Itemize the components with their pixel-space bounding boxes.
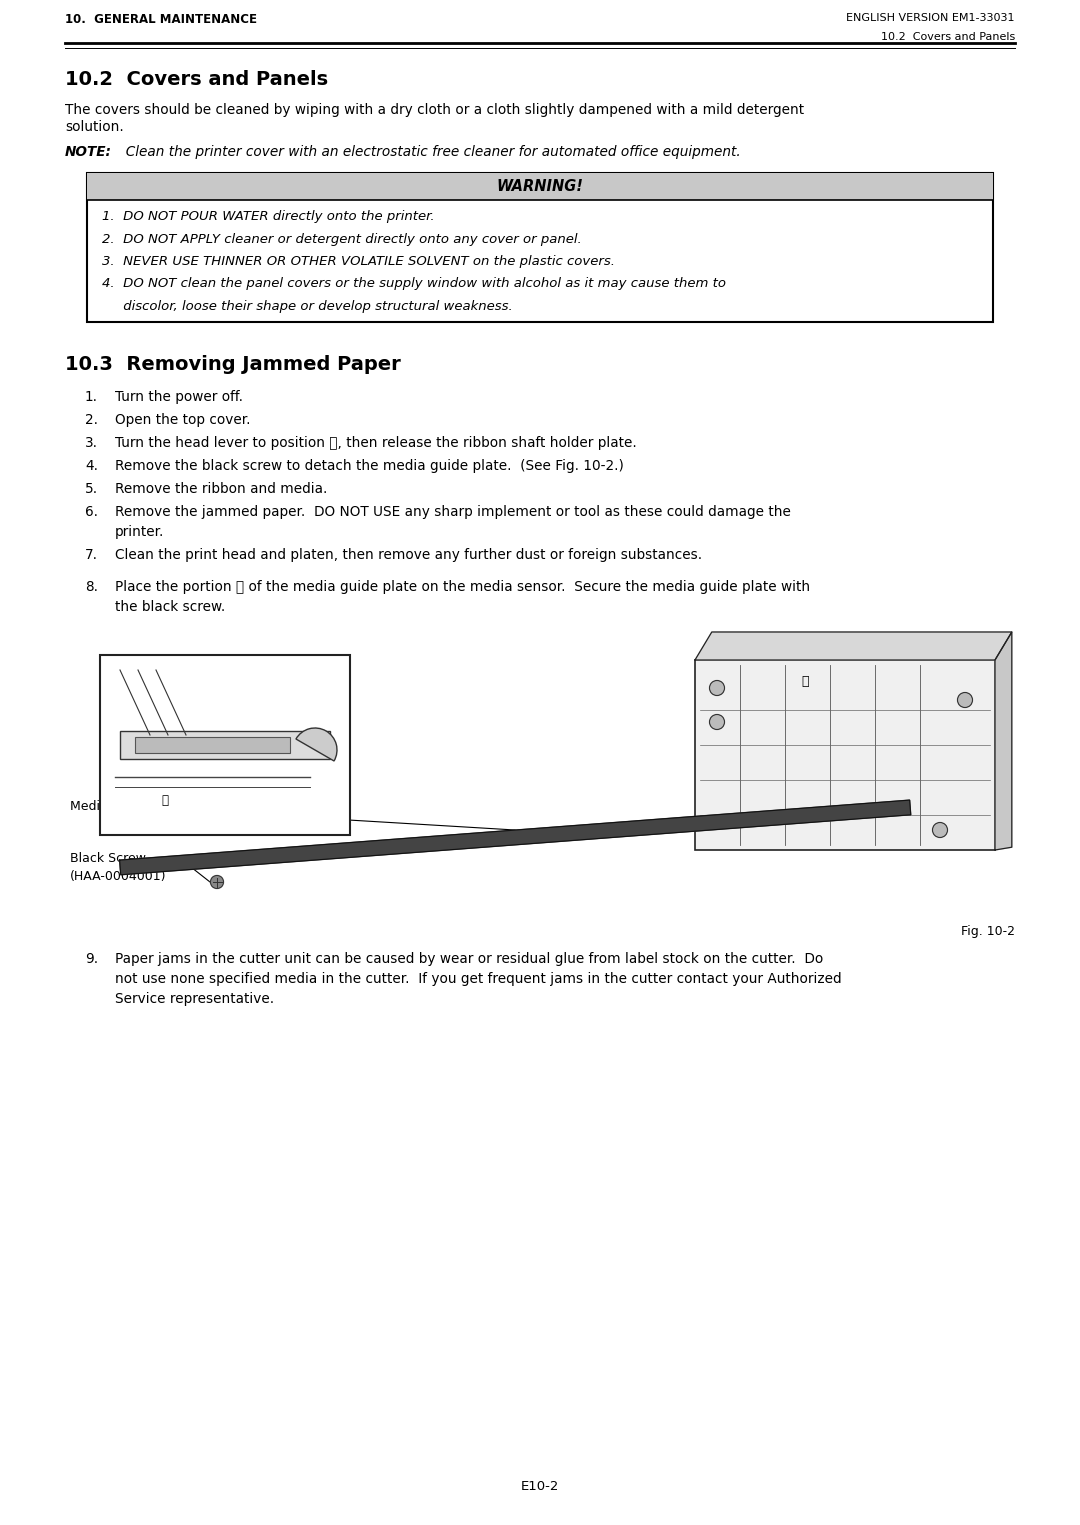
Text: Clean the print head and platen, then remove any further dust or foreign substan: Clean the print head and platen, then re…: [114, 547, 702, 563]
Text: 1.: 1.: [85, 390, 98, 404]
Text: 10.3  Removing Jammed Paper: 10.3 Removing Jammed Paper: [65, 355, 401, 374]
Bar: [696, 660, 995, 849]
Text: 10.2  Covers and Panels: 10.2 Covers and Panels: [65, 70, 328, 88]
Text: not use none specified media in the cutter.  If you get frequent jams in the cut: not use none specified media in the cutt…: [114, 971, 841, 987]
Text: Turn the head lever to position ⓢ, then release the ribbon shaft holder plate.: Turn the head lever to position ⓢ, then …: [114, 436, 637, 450]
Text: the black screw.: the black screw.: [114, 599, 226, 615]
Wedge shape: [296, 727, 337, 761]
Text: 1.  DO NOT POUR WATER directly onto the printer.: 1. DO NOT POUR WATER directly onto the p…: [102, 210, 434, 223]
Polygon shape: [995, 631, 1012, 849]
Text: Remove the black screw to detach the media guide plate.  (See Fig. 10-2.): Remove the black screw to detach the med…: [114, 459, 624, 473]
Bar: [87, 172, 993, 322]
Text: 8.: 8.: [85, 580, 98, 595]
Circle shape: [710, 715, 725, 729]
Bar: [87, 172, 993, 200]
Text: discolor, loose their shape or develop structural weakness.: discolor, loose their shape or develop s…: [102, 300, 513, 313]
Text: Clean the printer cover with an electrostatic free cleaner for automated office : Clean the printer cover with an electros…: [117, 145, 741, 159]
Text: Service representative.: Service representative.: [114, 991, 274, 1006]
Text: 2.  DO NOT APPLY cleaner or detergent directly onto any cover or panel.: 2. DO NOT APPLY cleaner or detergent dir…: [102, 232, 582, 246]
Text: Open the top cover.: Open the top cover.: [114, 413, 251, 427]
Text: 9.: 9.: [85, 952, 98, 965]
Text: Remove the jammed paper.  DO NOT USE any sharp implement or tool as these could : Remove the jammed paper. DO NOT USE any …: [114, 505, 791, 518]
Bar: [120, 730, 330, 759]
Text: 10.2  Covers and Panels: 10.2 Covers and Panels: [881, 32, 1015, 43]
Text: E10-2: E10-2: [521, 1479, 559, 1493]
Text: 4.  DO NOT clean the panel covers or the supply window with alcohol as it may ca: 4. DO NOT clean the panel covers or the …: [102, 278, 726, 290]
Text: 7.: 7.: [85, 547, 98, 563]
Text: Ⓑ: Ⓑ: [162, 795, 168, 807]
Text: printer.: printer.: [114, 525, 164, 538]
Text: 5.: 5.: [85, 482, 98, 496]
Text: 4.: 4.: [85, 459, 98, 473]
Text: NOTE:: NOTE:: [65, 145, 112, 159]
Text: Black Screw: Black Screw: [70, 852, 146, 865]
Text: 10.  GENERAL MAINTENANCE: 10. GENERAL MAINTENANCE: [65, 14, 257, 26]
Text: 6.: 6.: [85, 505, 98, 518]
Bar: [100, 656, 350, 836]
Circle shape: [211, 875, 224, 889]
Circle shape: [932, 822, 947, 837]
Text: solution.: solution.: [65, 120, 124, 134]
Text: Place the portion Ⓑ of the media guide plate on the media sensor.  Secure the me: Place the portion Ⓑ of the media guide p…: [114, 580, 810, 595]
Text: Fig. 10-2: Fig. 10-2: [961, 926, 1015, 938]
Text: Remove the ribbon and media.: Remove the ribbon and media.: [114, 482, 327, 496]
Text: ENGLISH VERSION EM1-33031: ENGLISH VERSION EM1-33031: [847, 14, 1015, 23]
Polygon shape: [696, 631, 1012, 660]
Text: (HAA-0004001): (HAA-0004001): [70, 869, 166, 883]
Text: Ⓑ: Ⓑ: [801, 676, 809, 688]
Text: WARNING!: WARNING!: [497, 178, 583, 194]
Circle shape: [958, 692, 972, 708]
Text: The covers should be cleaned by wiping with a dry cloth or a cloth slightly damp: The covers should be cleaned by wiping w…: [65, 104, 805, 117]
Text: 3.  NEVER USE THINNER OR OTHER VOLATILE SOLVENT on the plastic covers.: 3. NEVER USE THINNER OR OTHER VOLATILE S…: [102, 255, 615, 268]
Text: 2.: 2.: [85, 413, 98, 427]
Text: Media Guide Plate: Media Guide Plate: [70, 801, 184, 813]
Circle shape: [710, 680, 725, 695]
Text: 3.: 3.: [85, 436, 98, 450]
Text: Media Sensor: Media Sensor: [835, 640, 920, 653]
Bar: [135, 737, 291, 753]
Text: Turn the power off.: Turn the power off.: [114, 390, 243, 404]
Text: Paper jams in the cutter unit can be caused by wear or residual glue from label : Paper jams in the cutter unit can be cau…: [114, 952, 823, 965]
Polygon shape: [120, 801, 910, 875]
